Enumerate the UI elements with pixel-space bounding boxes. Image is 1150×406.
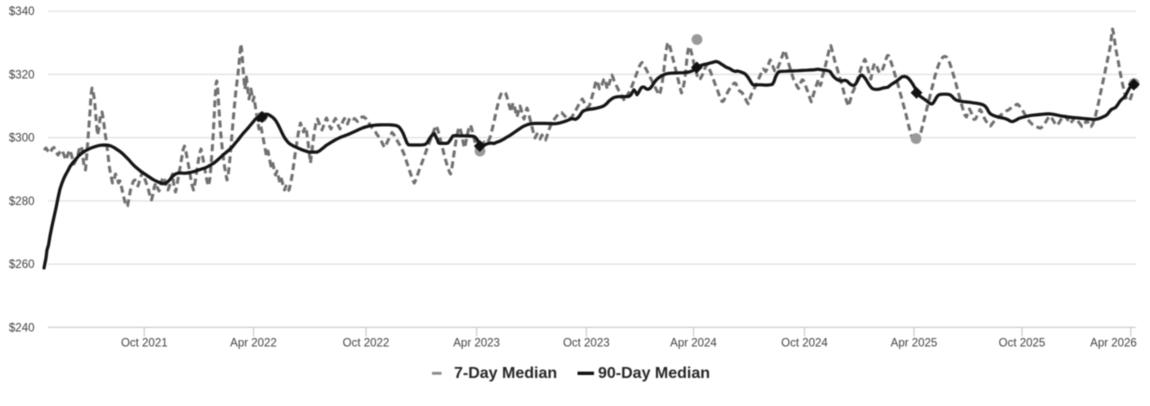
svg-text:Oct 2021: Oct 2021 [121,338,168,350]
svg-text:Oct 2024: Oct 2024 [781,338,828,350]
svg-text:$320: $320 [9,69,35,81]
svg-text:$300: $300 [9,133,35,145]
svg-text:Apr 2023: Apr 2023 [453,338,500,350]
svg-text:Apr 2022: Apr 2022 [230,338,277,350]
svg-text:$260: $260 [9,259,35,271]
svg-text:Apr 2025: Apr 2025 [891,338,938,350]
svg-text:Oct 2022: Oct 2022 [343,338,390,350]
svg-text:Oct 2023: Oct 2023 [563,338,610,350]
svg-text:90-Day Median: 90-Day Median [598,365,710,382]
svg-text:7-Day Median: 7-Day Median [454,365,557,382]
svg-text:Apr 2024: Apr 2024 [670,338,717,350]
svg-text:$340: $340 [9,6,35,18]
svg-text:Oct 2025: Oct 2025 [999,338,1046,350]
svg-text:Apr 2026: Apr 2026 [1090,338,1137,350]
svg-text:$280: $280 [9,196,35,208]
svg-text:$240: $240 [9,322,35,334]
